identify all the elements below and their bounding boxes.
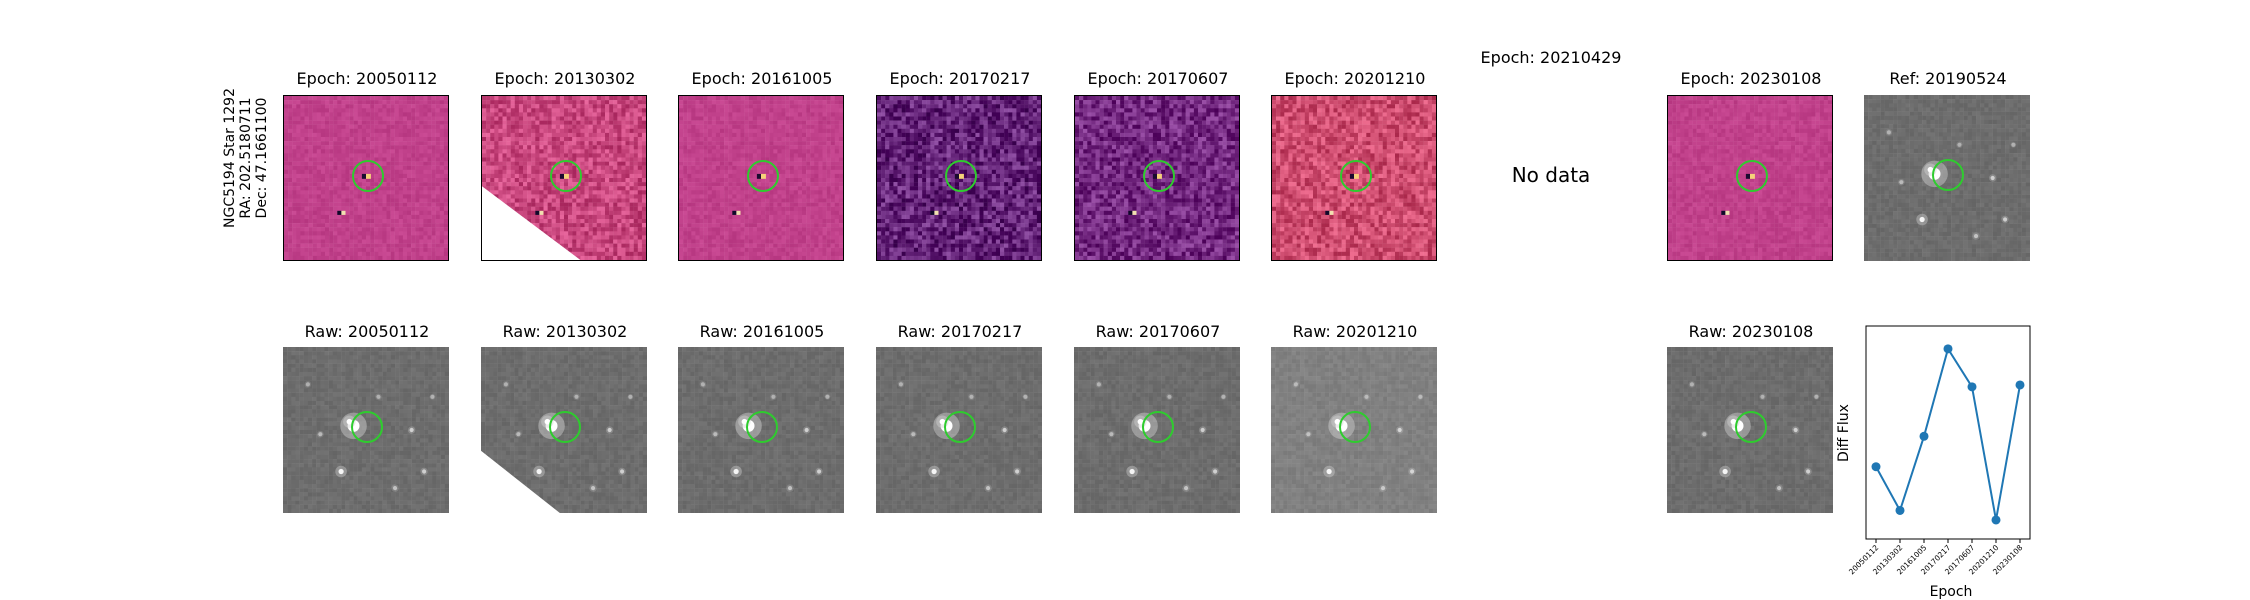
- aperture-circle: [747, 160, 779, 192]
- raw-image-1: [481, 347, 647, 513]
- panel-pixels: [876, 347, 1042, 513]
- data-point: [1967, 382, 1977, 392]
- raw-title-0: Raw: 20050112: [267, 323, 467, 341]
- aperture-circle: [1932, 159, 1964, 191]
- raw-title-2: Raw: 20161005: [662, 323, 862, 341]
- diff-title-3: Epoch: 20170217: [860, 70, 1060, 88]
- diff-title-1: Epoch: 20130302: [465, 70, 665, 88]
- data-point: [1871, 462, 1881, 472]
- ref-image: [1864, 95, 2030, 261]
- star-info: NGC5194 Star 1292 RA: 202.5180711 Dec: 4…: [222, 68, 270, 248]
- data-point: [1991, 515, 2001, 525]
- aperture-circle: [746, 411, 778, 443]
- data-point: [2015, 380, 2025, 390]
- data-point: [1919, 431, 1929, 441]
- diff-title-2: Epoch: 20161005: [662, 70, 862, 88]
- raw-image-0: [283, 347, 449, 513]
- panel-pixels: [877, 96, 1041, 260]
- diff-title-7: Epoch: 20230108: [1651, 70, 1851, 88]
- aperture-circle: [1736, 160, 1768, 192]
- lc-ylabel: Diff Flux: [1836, 404, 1852, 462]
- raw-title-5: Raw: 20201210: [1255, 323, 1455, 341]
- panel-pixels: [1075, 96, 1239, 260]
- diff-image-2: [678, 95, 844, 261]
- diff-image-5: [1271, 95, 1437, 261]
- raw-image-2: [678, 347, 844, 513]
- no-data-label: No data: [1451, 163, 1651, 187]
- raw-title-6: Raw: 20230108: [1651, 323, 1851, 341]
- aperture-circle: [351, 411, 383, 443]
- raw-title-1: Raw: 20130302: [465, 323, 665, 341]
- raw-image-6: [1667, 347, 1833, 513]
- diff-title-5: Epoch: 20201210: [1255, 70, 1455, 88]
- lc-xlabel: Epoch: [1868, 584, 2034, 600]
- aperture-circle: [944, 411, 976, 443]
- diff-image-0: [283, 95, 449, 261]
- star-dec: Dec: 47.1661100: [254, 68, 270, 248]
- raw-image-3: [876, 347, 1042, 513]
- panel-pixels: [679, 96, 843, 260]
- aperture-circle: [1340, 160, 1372, 192]
- series-line: [1875, 346, 2021, 521]
- diff-image-1: [481, 95, 647, 261]
- aperture-circle: [945, 160, 977, 192]
- aperture-circle: [1735, 411, 1767, 443]
- aperture-circle: [352, 160, 384, 192]
- aperture-circle: [549, 411, 581, 443]
- diff-title-4: Epoch: 20170607: [1058, 70, 1258, 88]
- data-point: [1895, 505, 1905, 515]
- panel-pixels: [1667, 347, 1833, 513]
- aperture-circle: [1339, 411, 1371, 443]
- diff-title-0: Epoch: 20050112: [267, 70, 467, 88]
- star-ra: RA: 202.5180711: [238, 68, 254, 248]
- panel-pixels: [284, 96, 448, 260]
- aperture-circle: [1143, 160, 1175, 192]
- raw-image-4: [1074, 347, 1240, 513]
- diff-image-4: [1074, 95, 1240, 261]
- panel-pixels: [1074, 347, 1240, 513]
- panel-pixels: [482, 96, 646, 260]
- diff-title-6: Epoch: 20210429: [1451, 49, 1651, 67]
- raw-image-5: [1271, 347, 1437, 513]
- raw-title-4: Raw: 20170607: [1058, 323, 1258, 341]
- light-curve-chart: 2005011220130302201610052017021720170607…: [1847, 325, 2031, 576]
- raw-title-3: Raw: 20170217: [860, 323, 1060, 341]
- panel-pixels: [1864, 95, 2030, 261]
- data-point: [1943, 344, 1953, 354]
- aperture-circle: [550, 160, 582, 192]
- diff-image-7: [1667, 95, 1833, 261]
- diff-image-3: [876, 95, 1042, 261]
- plot-frame: [1865, 325, 2031, 540]
- star-name: NGC5194 Star 1292: [222, 68, 238, 248]
- aperture-circle: [1142, 411, 1174, 443]
- ref-title: Ref: 20190524: [1848, 70, 2048, 88]
